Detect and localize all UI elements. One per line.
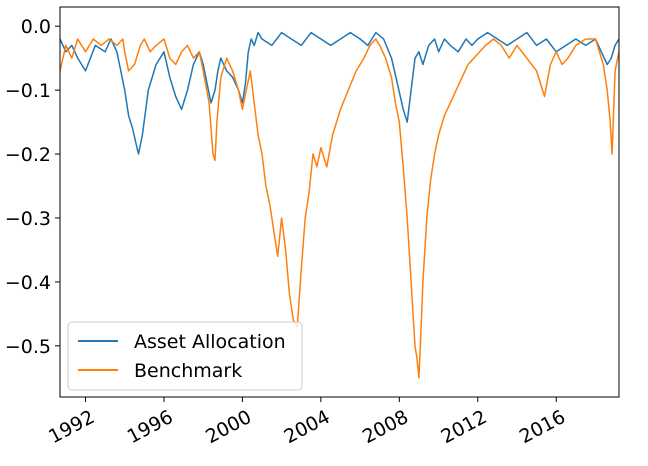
x-tick-label: 2008 xyxy=(359,406,412,448)
y-tick-label: 0.0 xyxy=(21,16,51,38)
x-tick-label: 1996 xyxy=(124,406,177,448)
legend: Asset Allocation Benchmark xyxy=(67,321,303,391)
y-tick-label: −0.4 xyxy=(5,272,51,294)
y-tick-label: −0.3 xyxy=(5,208,51,230)
x-tick-label: 2016 xyxy=(516,406,569,448)
x-tick-label: 1992 xyxy=(45,406,98,448)
series-line-asset-allocation xyxy=(59,31,620,155)
x-tick-label: 2000 xyxy=(202,406,255,448)
series-layer xyxy=(59,31,620,379)
x-tick-label: 2004 xyxy=(281,406,334,448)
plot-frame xyxy=(59,6,620,398)
x-tick-label: 2012 xyxy=(437,406,490,448)
series-line-benchmark xyxy=(59,38,620,379)
legend-label-asset-allocation: Asset Allocation xyxy=(134,331,286,353)
y-axis: 0.0 −0.1 −0.2 −0.3 −0.4 −0.5 xyxy=(5,16,60,358)
y-tick-label: −0.2 xyxy=(5,144,51,166)
legend-box xyxy=(67,321,303,391)
x-axis: 1992 1996 2000 2004 2008 2012 2016 xyxy=(45,397,569,448)
y-tick-label: −0.1 xyxy=(5,80,51,102)
y-tick-label: −0.5 xyxy=(5,336,51,358)
legend-label-benchmark: Benchmark xyxy=(134,360,242,382)
